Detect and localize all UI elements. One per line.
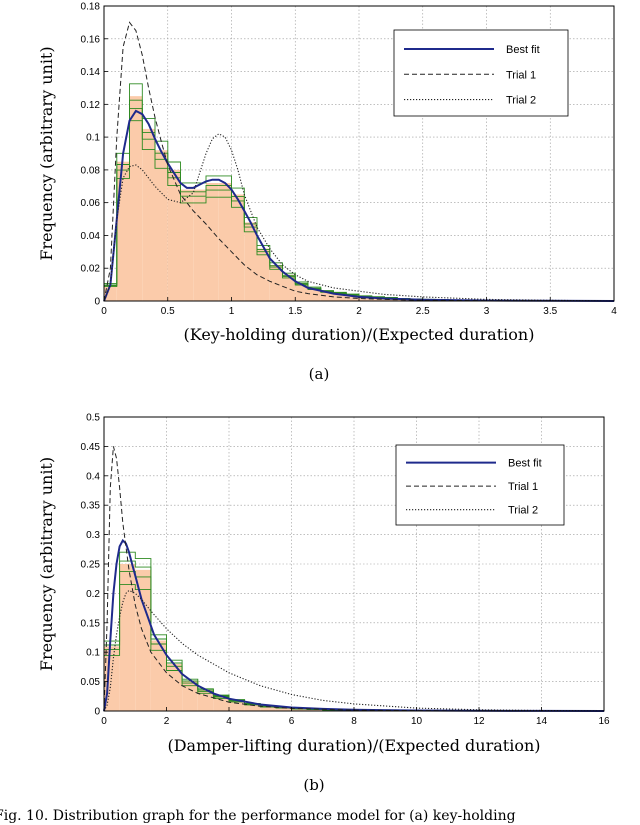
y-tick-label: 0.3 [86, 530, 100, 541]
histogram-bar [182, 681, 198, 711]
legend-box [393, 29, 569, 117]
x-tick-label: 4 [226, 716, 232, 727]
y-tick-label: 0.06 [81, 198, 101, 209]
legend-label: Trial 1 [508, 481, 538, 493]
y-tick-label: 0.18 [81, 2, 101, 13]
histogram-bar [116, 161, 130, 301]
y-tick-label: 0.05 [81, 677, 101, 688]
histogram-bar [231, 194, 245, 301]
histogram-bar [206, 183, 219, 301]
histogram-bar [193, 189, 206, 301]
legend: Best fit Trial 1 Trial 2 [393, 29, 569, 117]
y-tick-label: 0.35 [81, 501, 101, 512]
histogram-bar [142, 128, 155, 301]
chart-panel-b: 0 2 4 6 8 10 12 14 16 0 0.05 0.1 0.15 0.2 0.25 0.3 0.35 0… [37, 413, 610, 795]
histogram-bar [119, 564, 136, 711]
y-tick-label: 0.1 [86, 133, 100, 144]
legend-label: Trial 2 [506, 95, 536, 107]
x-tick-label: 3.5 [543, 306, 557, 317]
series-line-trial-1 [103, 446, 605, 712]
x-tick-label: 4 [611, 306, 617, 317]
histogram-bar [155, 150, 168, 301]
x-tick-label: 0 [101, 306, 107, 317]
histogram-bar [180, 189, 194, 301]
x-tick-label: 14 [536, 716, 548, 727]
y-tick-label: 0.4 [86, 471, 100, 482]
histogram-bar [257, 248, 270, 301]
histogram-bar [282, 274, 296, 301]
x-tick-label: 0 [101, 716, 107, 727]
legend-label: Trial 2 [508, 505, 538, 517]
x-tick-label: 1 [229, 306, 235, 317]
histogram-bar [275, 707, 292, 711]
legend-label: Best fit [508, 458, 542, 470]
x-axis-label: (Damper-lifting duration)/(Expected dura… [167, 736, 540, 755]
x-tick-label: 3 [484, 306, 490, 317]
histogram-bar [229, 700, 245, 711]
y-tick-label: 0.25 [81, 560, 101, 571]
histogram-bar [218, 183, 232, 301]
y-tick-label: 0.15 [81, 618, 101, 629]
y-tick-label: 0.5 [86, 413, 100, 424]
legend-label: Trial 1 [506, 69, 536, 81]
histogram-bar [244, 222, 257, 301]
x-tick-label: 12 [473, 716, 485, 727]
figure-caption: Fig. 10. Distribution graph for the perf… [0, 808, 516, 824]
x-tick-label: 2 [164, 716, 170, 727]
histogram-bar [213, 696, 229, 711]
histogram-bar [260, 706, 276, 711]
histogram-bar [346, 294, 359, 301]
histogram-bar [307, 709, 323, 711]
legend-box [395, 444, 565, 526]
histogram-bar [104, 284, 117, 301]
y-tick-label: 0.1 [86, 648, 100, 659]
x-tick-label: 0.5 [161, 306, 175, 317]
histogram-bar [129, 96, 143, 301]
histogram-bar [244, 703, 261, 711]
y-tick-label: 0.2 [86, 589, 100, 600]
y-tick-label: 0.02 [81, 264, 101, 275]
y-axis-label: Frequency (arbitrary unit) [37, 457, 56, 671]
x-axis-label: (Key-holding duration)/(Expected duratio… [184, 325, 535, 344]
histogram-bar [135, 569, 151, 711]
panel-label: (a) [309, 365, 330, 383]
series-line-best-fit [103, 109, 615, 302]
histogram-bar [167, 169, 181, 301]
x-tick-label: 2.5 [416, 306, 430, 317]
legend: Best fit Trial 1 Trial 2 [395, 444, 565, 526]
y-tick-label: 0.08 [81, 165, 101, 176]
y-axis-label: Frequency (arbitrary unit) [37, 46, 56, 260]
legend-label: Best fit [506, 44, 540, 56]
y-tick-label: 0.45 [81, 442, 101, 453]
y-tick-label: 0.12 [81, 100, 101, 111]
y-tick-label: 0.16 [81, 34, 101, 45]
x-tick-label: 16 [598, 716, 610, 727]
series-line-best-fit [103, 538, 605, 712]
x-tick-label: 10 [411, 716, 423, 727]
y-tick-label: 0 [94, 297, 100, 308]
histogram-bar [320, 291, 334, 301]
histogram-bar [269, 264, 283, 301]
y-tick-label: 0 [94, 707, 100, 718]
histogram-bar [197, 690, 214, 711]
x-tick-label: 6 [289, 716, 295, 727]
histogram-bar [104, 646, 120, 711]
panel-label: (b) [303, 776, 324, 794]
chart-panel-a: 0 0.5 1 1.5 2 2.5 3 3.5 4 0 0.02 0.04 0.06 0.08 0.1 0.1… [37, 2, 617, 384]
y-tick-label: 0.04 [81, 231, 101, 242]
x-tick-label: 8 [351, 716, 357, 727]
x-tick-label: 1.5 [288, 306, 302, 317]
x-tick-label: 2 [356, 306, 362, 317]
y-tick-label: 0.14 [81, 67, 101, 78]
series-line-trial-2 [103, 133, 615, 302]
histogram-bar [291, 708, 308, 711]
